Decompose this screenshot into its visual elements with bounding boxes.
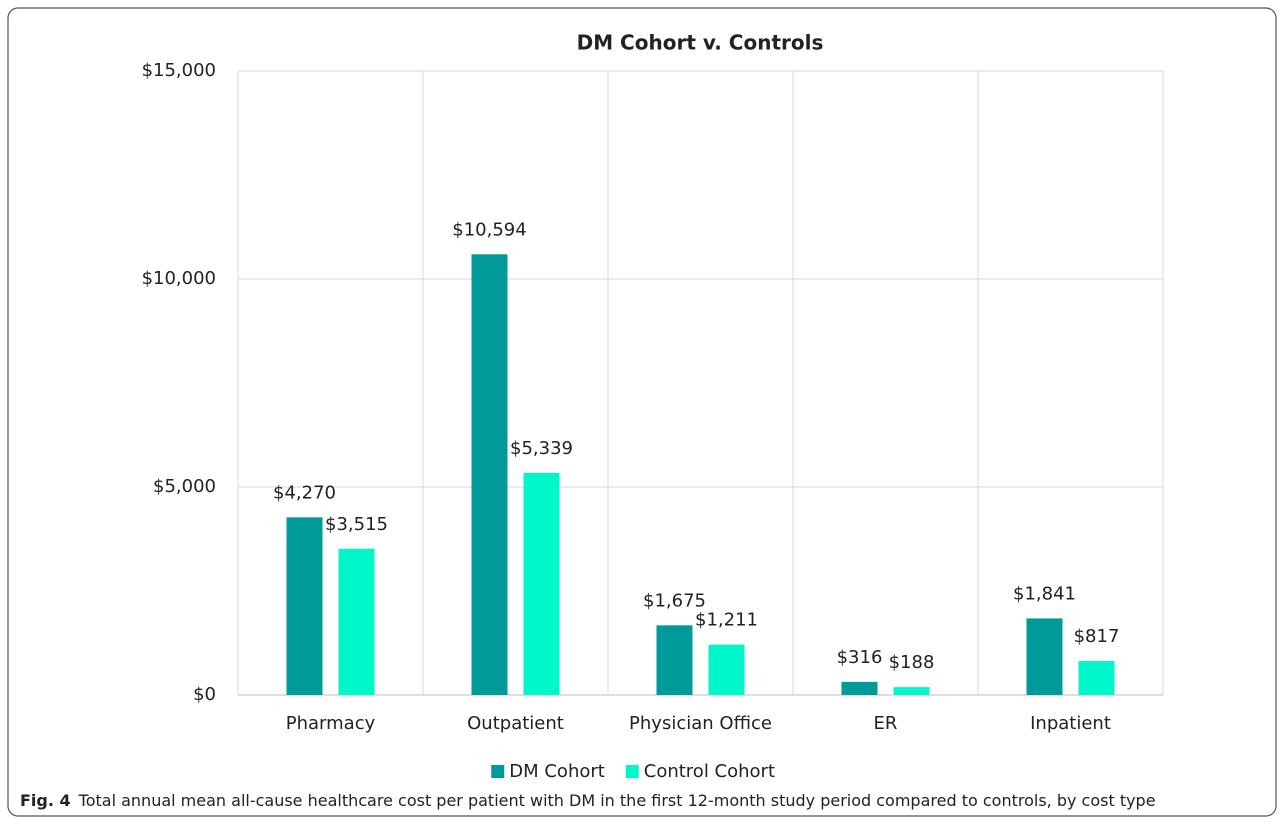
value-label: $188 xyxy=(889,652,935,673)
value-label: $1,841 xyxy=(1013,583,1076,604)
bar xyxy=(1026,618,1063,695)
value-label: $3,515 xyxy=(325,514,388,535)
value-label: $316 xyxy=(837,647,883,668)
chart-title: DM Cohort v. Controls xyxy=(577,31,824,55)
legend-swatch xyxy=(491,765,505,778)
y-tick-label: $5,000 xyxy=(153,476,216,497)
bar xyxy=(1078,661,1115,695)
value-label: $817 xyxy=(1074,626,1120,647)
frame xyxy=(7,7,1277,817)
value-label: $5,339 xyxy=(510,438,573,459)
legend-swatch xyxy=(625,765,639,778)
x-tick-label: Outpatient xyxy=(467,713,564,734)
x-tick-label: Inpatient xyxy=(1030,713,1111,734)
x-tick-label: ER xyxy=(874,713,898,734)
bar xyxy=(841,681,878,695)
bar xyxy=(338,548,375,695)
caption-label: Fig. 4 xyxy=(20,791,71,810)
x-tick-label: Pharmacy xyxy=(286,713,376,734)
legend-label: DM Cohort xyxy=(509,761,605,782)
bar xyxy=(523,472,560,695)
bar xyxy=(656,625,693,695)
y-tick-label: $10,000 xyxy=(142,268,216,289)
caption: Fig. 4 Total annual mean all-cause health… xyxy=(20,791,1156,810)
y-tick-label: $0 xyxy=(193,684,216,705)
x-tick-label: Physician Office xyxy=(629,713,772,734)
value-label: $1,211 xyxy=(695,610,758,631)
bar xyxy=(471,254,508,695)
value-label: $1,675 xyxy=(643,590,706,611)
value-label: $4,270 xyxy=(273,482,336,503)
legend-label: Control Cohort xyxy=(644,761,775,782)
bar xyxy=(286,517,323,695)
bar xyxy=(708,644,745,695)
bar xyxy=(893,687,930,695)
y-tick-label: $15,000 xyxy=(142,60,216,81)
caption-text: Total annual mean all-cause healthcare c… xyxy=(78,791,1156,810)
value-label: $10,594 xyxy=(452,219,526,240)
